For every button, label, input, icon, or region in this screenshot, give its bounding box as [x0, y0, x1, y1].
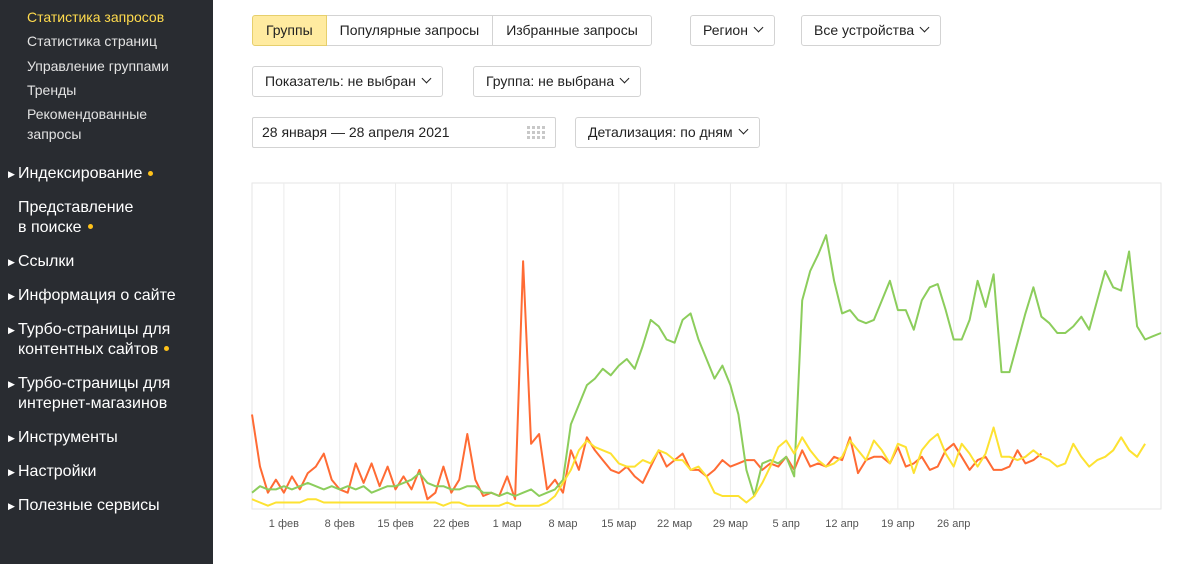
nav-label: Представление [18, 198, 218, 218]
caret-right-icon: ▶ [8, 320, 18, 340]
x-tick-label: 15 мар [601, 518, 636, 530]
x-tick-label: 19 апр [881, 518, 914, 530]
query-type-tabs: Группы Популярные запросы Избранные запр… [252, 15, 652, 46]
tab-popular-queries[interactable]: Популярные запросы [327, 15, 494, 46]
notification-dot [164, 346, 169, 351]
metric-label: Показатель: не выбран [265, 73, 416, 89]
x-tick-label: 22 мар [657, 518, 692, 530]
caret-right-icon: ▶ [8, 496, 18, 516]
devices-label: Все устройства [814, 22, 914, 38]
x-tick-label: 5 апр [773, 518, 800, 530]
nav-label: Информация о сайте [18, 286, 176, 306]
chevron-down-icon [620, 74, 630, 84]
sidebar-subitem-group-management[interactable]: Управление группами [27, 56, 169, 76]
sidebar-subitem-page-stats[interactable]: Статистика страниц [27, 31, 157, 51]
x-tick-label: 1 фев [269, 518, 299, 530]
tab-favorite-queries[interactable]: Избранные запросы [493, 15, 652, 46]
group-label: Группа: не выбрана [486, 73, 614, 89]
nav-links[interactable]: ▶ Ссылки [8, 252, 208, 273]
sidebar-subitem-recommended-queries[interactable]: Рекомендованные запросы [27, 104, 147, 144]
calendar-icon[interactable] [527, 126, 545, 139]
x-tick-label: 12 апр [825, 518, 858, 530]
nav-useful-services[interactable]: ▶ Полезные сервисы [8, 496, 208, 517]
x-tick-label: 26 апр [937, 518, 970, 530]
x-tick-label: 22 фев [433, 518, 469, 530]
sidebar-subitem-label: Рекомендованные [27, 104, 147, 124]
date-range-value: 28 января — 28 апреля 2021 [262, 124, 450, 140]
x-tick-label: 15 фев [377, 518, 413, 530]
nav-label: Настройки [18, 462, 96, 482]
caret-right-icon: ▶ [8, 286, 18, 306]
nav-label-line2: интернет-магазинов [18, 395, 167, 412]
chevron-down-icon [738, 125, 748, 135]
caret-right-icon: ▶ [8, 462, 18, 482]
series-line-3 [252, 428, 1145, 506]
devices-dropdown[interactable]: Все устройства [801, 15, 941, 46]
nav-label: Инструменты [18, 428, 118, 448]
nav-label: Ссылки [18, 252, 74, 272]
sidebar-subitem-label-line2: запросы [27, 124, 147, 144]
caret-right-icon: ▶ [8, 428, 18, 448]
nav-site-info[interactable]: ▶ Информация о сайте [8, 286, 208, 307]
line-chart: 1 фев 8 фев 15 фев 22 фев 1 мар 8 мар 15 мар 22… [251, 181, 1163, 541]
x-tick-label: 1 мар [493, 518, 522, 530]
sidebar-subitem-query-stats[interactable]: Статистика запросов [27, 7, 164, 27]
nav-turbo-content[interactable]: ▶ Турбо-страницы для контентных сайтов [8, 320, 208, 360]
x-tick-label: 8 фев [325, 518, 355, 530]
notification-dot [88, 224, 93, 229]
nav-label-line2: контентных сайтов [18, 341, 158, 358]
region-dropdown[interactable]: Регион [690, 15, 775, 46]
notification-dot [148, 171, 153, 176]
plot-frame [252, 183, 1161, 509]
detail-dropdown[interactable]: Детализация: по дням [575, 117, 760, 148]
nav-settings[interactable]: ▶ Настройки [8, 462, 208, 483]
caret-right-icon: ▶ [8, 374, 18, 394]
group-dropdown[interactable]: Группа: не выбрана [473, 66, 641, 97]
nav-label: Полезные сервисы [18, 496, 160, 516]
x-tick-label: 29 мар [713, 518, 748, 530]
chevron-down-icon [754, 23, 764, 33]
detail-label: Детализация: по дням [588, 124, 733, 140]
nav-label-line2: в поиске [18, 219, 82, 236]
sidebar: Статистика запросов Статистика страниц У… [0, 0, 213, 564]
chevron-down-icon [920, 23, 930, 33]
caret-right-icon: ▶ [8, 252, 18, 272]
nav-search-appearance[interactable]: Представление в поиске [18, 198, 218, 238]
tab-groups[interactable]: Группы [252, 15, 327, 46]
nav-label-block: Турбо-страницы для интернет-магазинов [18, 374, 170, 414]
nav-turbo-shops[interactable]: ▶ Турбо-страницы для интернет-магазинов [8, 374, 208, 414]
sidebar-subitem-trends[interactable]: Тренды [27, 80, 76, 100]
nav-label: Турбо-страницы для [18, 375, 170, 392]
nav-label: Турбо-страницы для [18, 321, 170, 338]
date-range-input[interactable]: 28 января — 28 апреля 2021 [252, 117, 556, 148]
nav-label: Индексирование [18, 164, 142, 184]
nav-tools[interactable]: ▶ Инструменты [8, 428, 208, 449]
metric-dropdown[interactable]: Показатель: не выбран [252, 66, 443, 97]
nav-indexing[interactable]: ▶ Индексирование [8, 164, 208, 185]
chevron-down-icon [421, 74, 431, 84]
caret-right-icon: ▶ [8, 164, 18, 184]
region-label: Регион [703, 22, 748, 38]
x-tick-label: 8 мар [548, 518, 577, 530]
nav-label-block: Турбо-страницы для контентных сайтов [18, 320, 170, 360]
